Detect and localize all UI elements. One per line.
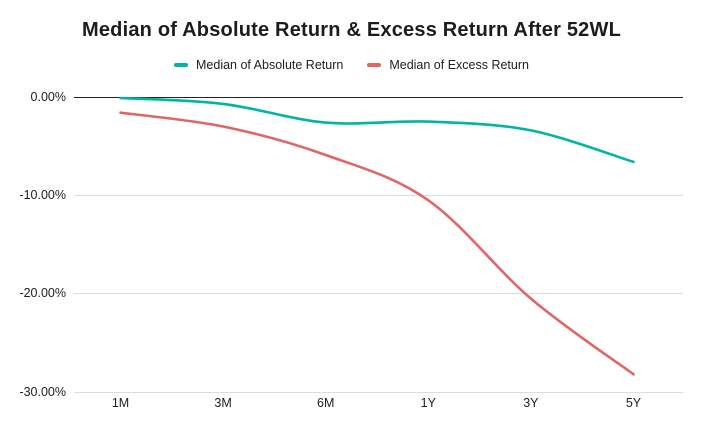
absolute-return-line[interactable]	[119, 96, 635, 164]
chart-title: Median of Absolute Return & Excess Retur…	[82, 19, 621, 41]
gridline	[74, 391, 683, 393]
x-axis-tick-label: 3M	[214, 396, 232, 410]
x-axis-tick-label: 5Y	[625, 396, 642, 410]
axis-baseline	[74, 96, 683, 98]
x-axis-tick-label: 1M	[111, 396, 130, 410]
x-axis-tick-label: 1Y	[420, 396, 436, 410]
gridline	[74, 194, 683, 196]
x-axis-tick-label: 6M	[317, 396, 335, 410]
legend-item[interactable]: Median of Absolute Return	[174, 58, 343, 72]
y-axis-tick-label: 0.00%	[30, 89, 66, 104]
y-axis-tick-label: -30.00%	[19, 384, 66, 399]
legend-label: Median of Excess Return	[389, 58, 529, 72]
legend-label: Median of Absolute Return	[196, 58, 344, 72]
chart-legend: Median of Absolute Return Median of Exces…	[0, 58, 703, 72]
excess-return-line[interactable]	[119, 111, 635, 376]
legend-item[interactable]: Median of Excess Return	[367, 58, 529, 72]
gridline	[74, 293, 683, 295]
legend-swatch-icon	[367, 63, 382, 67]
legend-swatch-icon	[174, 63, 188, 67]
y-axis-tick-label: -20.00%	[19, 286, 66, 301]
x-axis-tick-label: 3Y	[523, 396, 539, 410]
y-axis-tick-label: -10.00%	[19, 187, 66, 202]
